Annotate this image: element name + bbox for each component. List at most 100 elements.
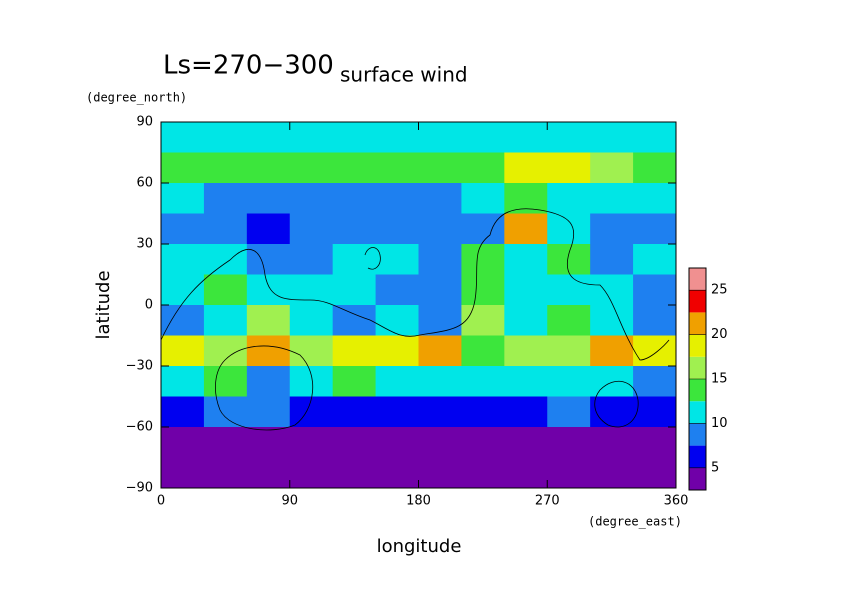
y-tick-label: −30 [126,359,153,374]
cell [461,396,505,428]
colorbar-swatch [689,445,706,468]
cell [161,457,205,489]
cell [504,152,548,184]
cell [203,213,248,245]
x-unit: (degree_east) [588,515,682,529]
colorbar-swatch [689,290,706,313]
cell [461,274,505,306]
cell [375,244,419,275]
contour [594,380,639,428]
y-tick-label: 90 [136,115,153,130]
y-tick-label: 30 [136,237,153,252]
cell [289,366,334,397]
cell [633,274,677,306]
cell [289,152,334,184]
cell [504,305,548,336]
cell [161,274,205,306]
colorbar-tick-label: 15 [711,372,728,387]
cell [332,183,377,214]
x-axis-label: longitude [377,536,462,557]
cell [590,427,634,458]
cell [461,213,505,245]
cell [375,457,419,489]
y-unit: (degree_north) [86,91,187,105]
cell [547,122,591,153]
cell [332,366,377,397]
topography-contours [160,208,670,431]
x-tick-label: 270 [535,494,560,509]
cell [203,244,248,275]
cell [203,335,248,367]
cell [289,274,334,306]
cell [461,366,505,397]
cell [547,457,591,489]
contour [215,345,314,431]
colorbar-tick-label: 5 [711,460,719,475]
cell [289,244,334,275]
cell [246,457,291,489]
cell [461,244,505,275]
cell [547,274,591,306]
y-axis-label: latitude [93,270,114,339]
cell [418,335,462,367]
cell [161,122,205,153]
colorbar-swatch [689,334,706,357]
cell [547,244,591,275]
cell [161,183,205,214]
x-tick-label: 180 [406,494,431,509]
cell [418,152,462,184]
y-tick-label: 60 [136,176,153,191]
contour [364,247,381,270]
contour [160,208,670,361]
cell [504,396,548,428]
cell [375,152,419,184]
cell [418,183,462,214]
cell [203,183,248,214]
colorbar-tick-label: 20 [711,327,728,342]
colorbar-swatch [689,401,706,424]
cell [504,244,548,275]
chart-title: Ls=270−300 [163,51,334,81]
cell [633,122,677,153]
cell [289,122,334,153]
y-tick-label: −60 [126,420,153,435]
cell [590,274,634,306]
colorbar: 5 10 15 20 25 [688,267,728,491]
cell [332,213,377,245]
cell [246,305,291,336]
cell [203,305,248,336]
cell [375,213,419,245]
cell [289,396,334,428]
cell [461,183,505,214]
cell [504,183,548,214]
cell [504,335,548,367]
cell [418,396,462,428]
cell [246,366,291,397]
cell [375,183,419,214]
cell [246,427,291,458]
cell [547,366,591,397]
cell [547,427,591,458]
cell [461,427,505,458]
cell [504,122,548,153]
y-tick-label: 0 [145,298,153,313]
cell [633,152,677,184]
cell [461,335,505,367]
cell [590,396,634,428]
cell [633,305,677,336]
cell [332,122,377,153]
cell [332,396,377,428]
cell [289,183,334,214]
field [161,122,677,489]
cell [504,274,548,306]
cell [633,366,677,397]
cell [203,274,248,306]
colorbar-swatch [689,356,706,379]
cell [203,122,248,153]
cell [461,457,505,489]
cell [547,152,591,184]
cell [418,244,462,275]
cell [332,335,377,367]
cell [547,396,591,428]
